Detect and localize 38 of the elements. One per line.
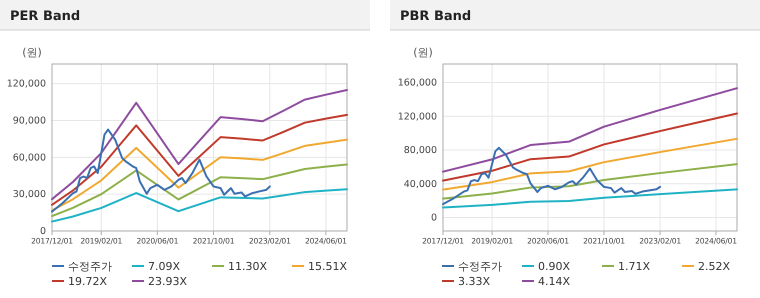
- y-axis-title: (원): [22, 46, 42, 59]
- line-series: [51, 163, 348, 218]
- y-tick-label: 60,000: [12, 152, 46, 164]
- legend-label: 11.30X: [228, 260, 268, 273]
- y-tick-label: 40,000: [404, 178, 437, 190]
- line-series: [51, 128, 271, 213]
- legend-label: 수정주가: [458, 260, 502, 273]
- line-series: [442, 112, 738, 182]
- chart-title: PBR Band: [400, 9, 472, 24]
- chart-title: PER Band: [10, 9, 80, 24]
- legend-label: 2.52X: [698, 260, 730, 273]
- legend-label: 23.93X: [148, 275, 188, 288]
- line-series: [442, 188, 738, 209]
- y-tick-label: 90,000: [12, 116, 46, 127]
- legend-label: 1.71X: [618, 260, 650, 273]
- line-series: [442, 163, 738, 200]
- y-tick-label: 160,000: [398, 78, 437, 89]
- legend-label: 7.09X: [148, 260, 180, 273]
- legend-label: 19.72X: [68, 275, 108, 288]
- legend-label: 15.51X: [308, 260, 348, 273]
- y-tick-label: 80,000: [404, 145, 437, 156]
- line-series: [51, 138, 348, 212]
- y-axis-title: (원): [413, 46, 433, 59]
- y-tick-label: 30,000: [12, 189, 46, 200]
- line-series: [442, 87, 738, 173]
- line-series: [51, 188, 348, 223]
- legend-label: 4.14X: [538, 275, 570, 288]
- line-series: [442, 138, 738, 191]
- y-tick-label: 0: [430, 212, 437, 224]
- legend-label: 3.33X: [458, 275, 490, 288]
- legend-label: 0.90X: [538, 260, 570, 273]
- line-series: [442, 146, 662, 206]
- line-series: [51, 114, 348, 206]
- y-tick-label: 120,000: [6, 78, 46, 90]
- y-tick-label: 120,000: [398, 111, 437, 122]
- y-tick-label: 0: [40, 226, 46, 238]
- line-series: [51, 89, 348, 200]
- legend-label: 수정주가: [68, 260, 112, 273]
